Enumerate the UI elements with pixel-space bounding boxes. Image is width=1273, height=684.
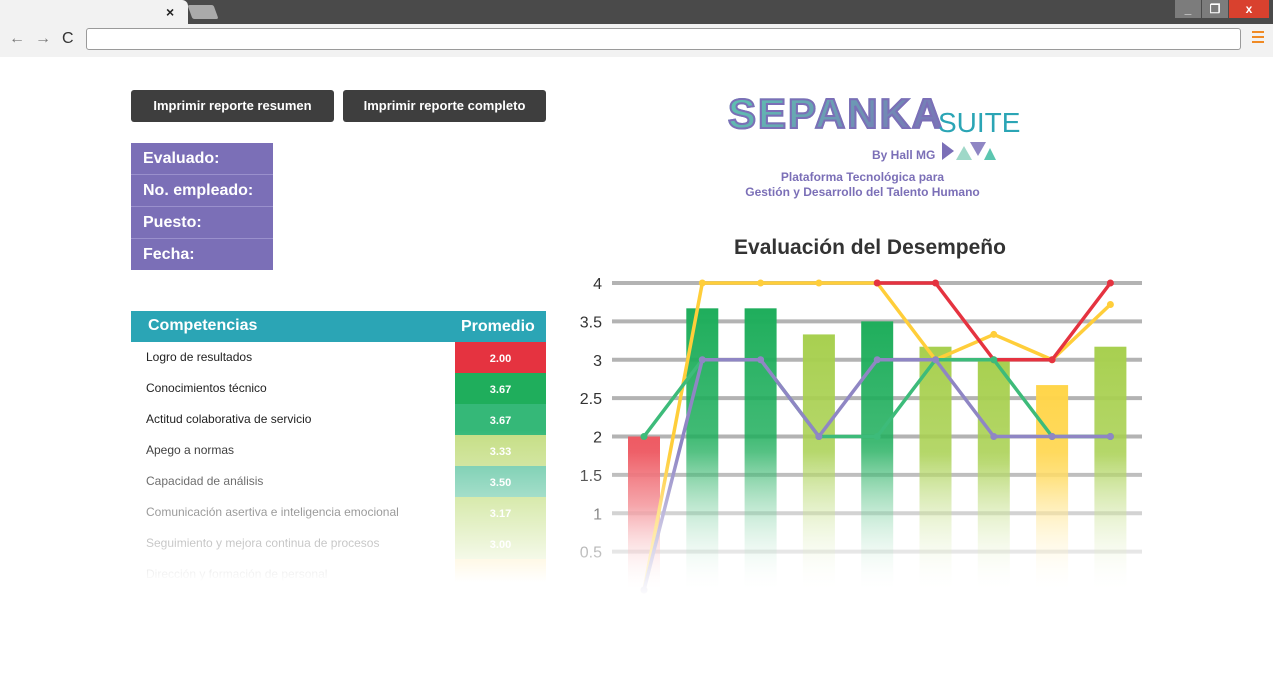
table-row: Conocimientos técnico 3.67 — [131, 373, 546, 404]
competency-name: Apego a normas — [146, 443, 235, 457]
logo-triangles-icon — [942, 142, 996, 160]
competency-average — [455, 559, 546, 590]
competency-name: Conocimientos técnico — [146, 381, 267, 395]
position-label: Puesto: — [131, 207, 273, 239]
competency-name: Dirección y formación de personal — [146, 567, 328, 581]
print-full-report-button[interactable]: Imprimir reporte completo — [343, 90, 546, 122]
table-row: Capacidad de análisis 3.50 — [131, 466, 546, 497]
window-minimize-button[interactable]: _ — [1175, 0, 1201, 18]
logo-suite-text: SUITE — [938, 107, 1021, 138]
date-label: Fecha: — [143, 246, 195, 263]
browser-tab[interactable]: × — [0, 0, 188, 24]
competency-name: Capacidad de análisis — [146, 474, 264, 488]
address-bar[interactable] — [86, 28, 1241, 50]
employee-info-box: Evaluado: No. empleado: Puesto: Fecha: — [131, 143, 273, 270]
table-row: Actitud colaborativa de servicio 3.67 — [131, 404, 546, 435]
table-row: Logro de resultados 2.00 — [131, 342, 546, 373]
tab-close-icon[interactable]: × — [166, 4, 175, 20]
competency-average: 3.17 — [455, 497, 546, 528]
tagline-line-2: Gestión y Desarrollo del Talento Humano — [745, 185, 980, 199]
logo-wordmark: SEPANKA — [727, 89, 945, 138]
hamburger-menu-icon[interactable] — [1252, 31, 1264, 46]
header-competencias: Competencias — [148, 317, 258, 334]
evaluado-label: Evaluado: — [131, 143, 273, 175]
table-row: Comunicación asertiva e inteligencia emo… — [131, 497, 546, 528]
browser-toolbar: ← → C — [0, 24, 1273, 57]
table-row: Apego a normas 3.33 — [131, 435, 546, 466]
platform-tagline: Plataforma Tecnológica para Gestión y De… — [700, 170, 1025, 200]
window-maximize-button[interactable]: ❐ — [1202, 0, 1228, 18]
window-close-button[interactable]: x — [1229, 0, 1269, 18]
chart-fade-overlay — [570, 270, 1160, 600]
competency-average: 3.67 — [455, 373, 546, 404]
competencies-table: Logro de resultados 2.00 Conocimientos téc… — [131, 342, 546, 590]
competency-name: Actitud colaborativa de servicio — [146, 412, 312, 426]
table-row: Dirección y formación de personal — [131, 559, 546, 590]
competency-name: Logro de resultados — [146, 350, 253, 364]
logo-by-text: By Hall MG — [872, 148, 936, 162]
chart-title: Evaluación del Desempeño — [734, 236, 1006, 259]
print-summary-button[interactable]: Imprimir reporte resumen — [131, 90, 334, 122]
performance-chart: 0.511.522.533.54 — [570, 270, 1160, 600]
competency-average: 3.33 — [455, 435, 546, 466]
reload-icon[interactable]: C — [62, 30, 74, 47]
browser-titlebar: × _ ❐ x — [0, 0, 1273, 24]
new-tab-button[interactable] — [187, 5, 219, 19]
competency-average: 3.00 — [455, 528, 546, 559]
competency-name: Seguimiento y mejora continua de proceso… — [146, 536, 380, 550]
competency-average: 3.67 — [455, 404, 546, 435]
back-arrow-icon[interactable]: ← — [9, 30, 25, 47]
competency-average: 2.00 — [455, 342, 546, 373]
header-promedio: Promedio — [461, 318, 535, 335]
competency-average: 3.50 — [455, 466, 546, 497]
forward-arrow-icon[interactable]: → — [35, 30, 51, 47]
competency-name: Comunicación asertiva e inteligencia emo… — [146, 505, 399, 519]
employee-number-label: No. empleado: — [131, 175, 273, 207]
tagline-line-1: Plataforma Tecnológica para — [780, 170, 945, 184]
competencies-header: Competencias Promedio — [131, 311, 546, 342]
table-row: Seguimiento y mejora continua de proceso… — [131, 528, 546, 559]
